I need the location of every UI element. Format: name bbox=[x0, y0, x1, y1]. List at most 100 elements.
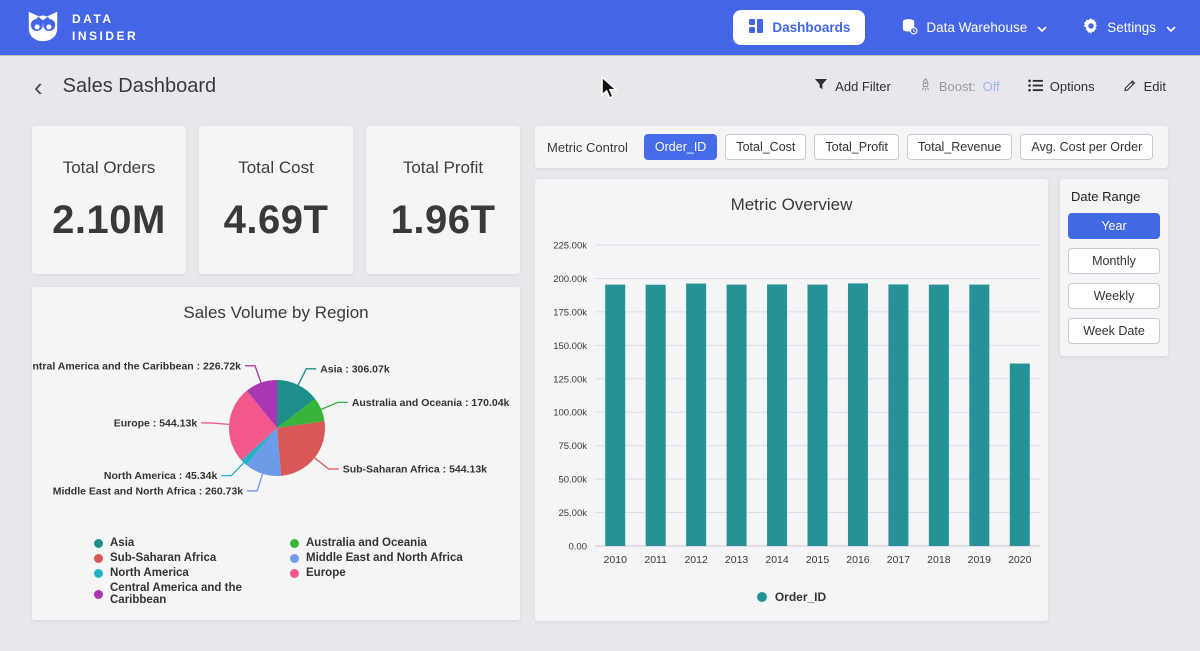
y-tick-label: 100.00k bbox=[553, 408, 587, 419]
pie-slice-label: Asia : 306.07k bbox=[320, 363, 390, 375]
data-warehouse-label: Data Warehouse bbox=[926, 20, 1027, 35]
legend-item-sub-saharan-africa[interactable]: Sub-Saharan Africa bbox=[94, 552, 290, 564]
back-button[interactable]: ‹ bbox=[34, 74, 43, 100]
pie-slice-label: Central America and the Caribbean : 226.… bbox=[32, 360, 241, 372]
legend-label: Asia bbox=[110, 537, 134, 549]
brand[interactable]: DATA INSIDER bbox=[24, 6, 138, 49]
owl-logo-icon bbox=[24, 6, 62, 49]
bar-chart-svg: 0.0025.00k50.00k75.00k100.00k125.00k150.… bbox=[535, 233, 1048, 583]
x-tick-label: 2019 bbox=[968, 554, 992, 566]
legend-dot bbox=[290, 554, 299, 563]
pie-legend: Asia Australia and Oceania Sub-Saharan Afr… bbox=[94, 537, 520, 606]
legend-item-europe[interactable]: Europe bbox=[290, 567, 520, 579]
date-range-option-week-date[interactable]: Week Date bbox=[1068, 318, 1160, 344]
pie-slice-label: Sub-Saharan Africa : 544.13k bbox=[343, 464, 487, 476]
boost-label: Boost: bbox=[939, 79, 976, 94]
x-tick-label: 2016 bbox=[846, 554, 870, 566]
bar-2019[interactable] bbox=[969, 285, 989, 546]
legend-item-australia-and-oceania[interactable]: Australia and Oceania bbox=[290, 537, 520, 549]
pie-slice-label: Middle East and North Africa : 260.73k bbox=[53, 485, 244, 497]
bar-2018[interactable] bbox=[929, 285, 949, 546]
legend-label: Central America and the Caribbean bbox=[110, 582, 290, 606]
y-tick-label: 175.00k bbox=[553, 307, 587, 318]
metric-buttons: Order_ID Total_Cost Total_Profit Total_Reve… bbox=[644, 134, 1153, 160]
chevron-down-icon bbox=[1166, 20, 1176, 35]
kpi-row: Total Orders 2.10M Total Cost 4.69T Tota… bbox=[32, 126, 520, 274]
boost-toggle[interactable]: Boost: Off bbox=[919, 78, 1000, 95]
date-range-option-monthly[interactable]: Monthly bbox=[1068, 248, 1160, 274]
kpi-card-total-orders: Total Orders 2.10M bbox=[32, 126, 186, 274]
legend-label: Australia and Oceania bbox=[306, 537, 427, 549]
legend-item-asia[interactable]: Asia bbox=[94, 537, 290, 549]
bar-2014[interactable] bbox=[767, 284, 787, 546]
bar-chart-legend[interactable]: Order_ID bbox=[535, 590, 1048, 604]
metric-control-label: Metric Control bbox=[547, 140, 628, 155]
legend-item-middle-east-and-north-africa[interactable]: Middle East and North Africa bbox=[290, 552, 520, 564]
settings-menu[interactable]: Settings bbox=[1083, 18, 1176, 37]
y-tick-label: 0.00 bbox=[569, 542, 588, 553]
bar-2020[interactable] bbox=[1010, 364, 1030, 546]
dashboards-button[interactable]: Dashboards bbox=[733, 10, 865, 45]
bar-2012[interactable] bbox=[686, 284, 706, 546]
pie-slice-label: Europe : 544.13k bbox=[114, 417, 198, 429]
y-tick-label: 25.00k bbox=[558, 508, 587, 519]
edit-label: Edit bbox=[1144, 79, 1166, 94]
bar-2011[interactable] bbox=[646, 285, 666, 546]
metric-option-avg-cost-per-order[interactable]: Avg. Cost per Order bbox=[1020, 134, 1153, 160]
bar-2010[interactable] bbox=[605, 285, 625, 546]
bar-2017[interactable] bbox=[888, 284, 908, 546]
top-nav: DATA INSIDER Dashboards bbox=[0, 0, 1200, 55]
gear-icon bbox=[1083, 18, 1099, 37]
legend-dot bbox=[290, 539, 299, 548]
add-filter-button[interactable]: Add Filter bbox=[814, 78, 891, 95]
legend-label: Sub-Saharan Africa bbox=[110, 552, 216, 564]
brand-line1: DATA bbox=[72, 11, 138, 28]
legend-item-central-america-and-the-caribbean[interactable]: Central America and the Caribbean bbox=[94, 582, 290, 606]
legend-label: Order_ID bbox=[775, 590, 826, 604]
bar-2016[interactable] bbox=[848, 283, 868, 546]
pie-slice-label: North America : 45.34k bbox=[104, 470, 218, 482]
pie-chart-card: Sales Volume by Region Asia : 306.07k Aus… bbox=[32, 287, 520, 620]
page-header: ‹ Sales Dashboard Add Filter Boost: Off bbox=[0, 55, 1200, 118]
metric-control-bar: Metric Control Order_ID Total_Cost Total_P… bbox=[535, 126, 1168, 168]
kpi-label: Total Cost bbox=[238, 158, 314, 178]
bar-2015[interactable] bbox=[808, 285, 828, 546]
legend-dot bbox=[290, 569, 299, 578]
date-range-label: Date Range bbox=[1071, 189, 1160, 204]
bar-2013[interactable] bbox=[727, 285, 747, 546]
legend-item-north-america[interactable]: North America bbox=[94, 567, 290, 579]
brand-line2: INSIDER bbox=[72, 28, 138, 45]
y-tick-label: 150.00k bbox=[553, 341, 587, 352]
edit-button[interactable]: Edit bbox=[1123, 78, 1166, 95]
x-tick-label: 2020 bbox=[1008, 554, 1032, 566]
metric-option-total-profit[interactable]: Total_Profit bbox=[814, 134, 899, 160]
y-tick-label: 75.00k bbox=[558, 441, 587, 452]
data-warehouse-menu[interactable]: Data Warehouse bbox=[901, 18, 1047, 38]
kpi-value: 1.96T bbox=[391, 198, 496, 243]
date-range-option-weekly[interactable]: Weekly bbox=[1068, 283, 1160, 309]
bar-chart-card: Metric Overview 0.0025.00k50.00k75.00k10… bbox=[535, 179, 1048, 621]
metric-option-total-cost[interactable]: Total_Cost bbox=[725, 134, 806, 160]
x-tick-label: 2015 bbox=[806, 554, 830, 566]
nav-menu: Dashboards Data Warehouse bbox=[733, 10, 1176, 45]
header-actions: Add Filter Boost: Off Options bbox=[814, 78, 1166, 95]
x-tick-label: 2012 bbox=[684, 554, 708, 566]
filter-funnel-icon bbox=[814, 78, 828, 95]
boost-state: Off bbox=[983, 79, 1000, 94]
metric-option-order-id[interactable]: Order_ID bbox=[644, 134, 717, 160]
pie-slice-sub-saharan-africa[interactable] bbox=[277, 421, 325, 476]
options-label: Options bbox=[1050, 79, 1095, 94]
pie-slice-label: Australia and Oceania : 170.04k bbox=[352, 397, 510, 409]
kpi-label: Total Profit bbox=[403, 158, 483, 178]
date-range-option-year[interactable]: Year bbox=[1068, 213, 1160, 239]
metric-option-total-revenue[interactable]: Total_Revenue bbox=[907, 134, 1012, 160]
settings-label: Settings bbox=[1107, 20, 1156, 35]
pie-label-line bbox=[245, 366, 261, 383]
pie-chart-title: Sales Volume by Region bbox=[32, 301, 520, 325]
bar-chart-title: Metric Overview bbox=[535, 193, 1048, 217]
date-range-buttons: Year Monthly Weekly Week Date bbox=[1068, 213, 1160, 344]
chevron-down-icon bbox=[1037, 20, 1047, 35]
options-button[interactable]: Options bbox=[1028, 79, 1095, 95]
pie-label-line bbox=[221, 463, 243, 476]
x-tick-label: 2011 bbox=[644, 554, 667, 566]
